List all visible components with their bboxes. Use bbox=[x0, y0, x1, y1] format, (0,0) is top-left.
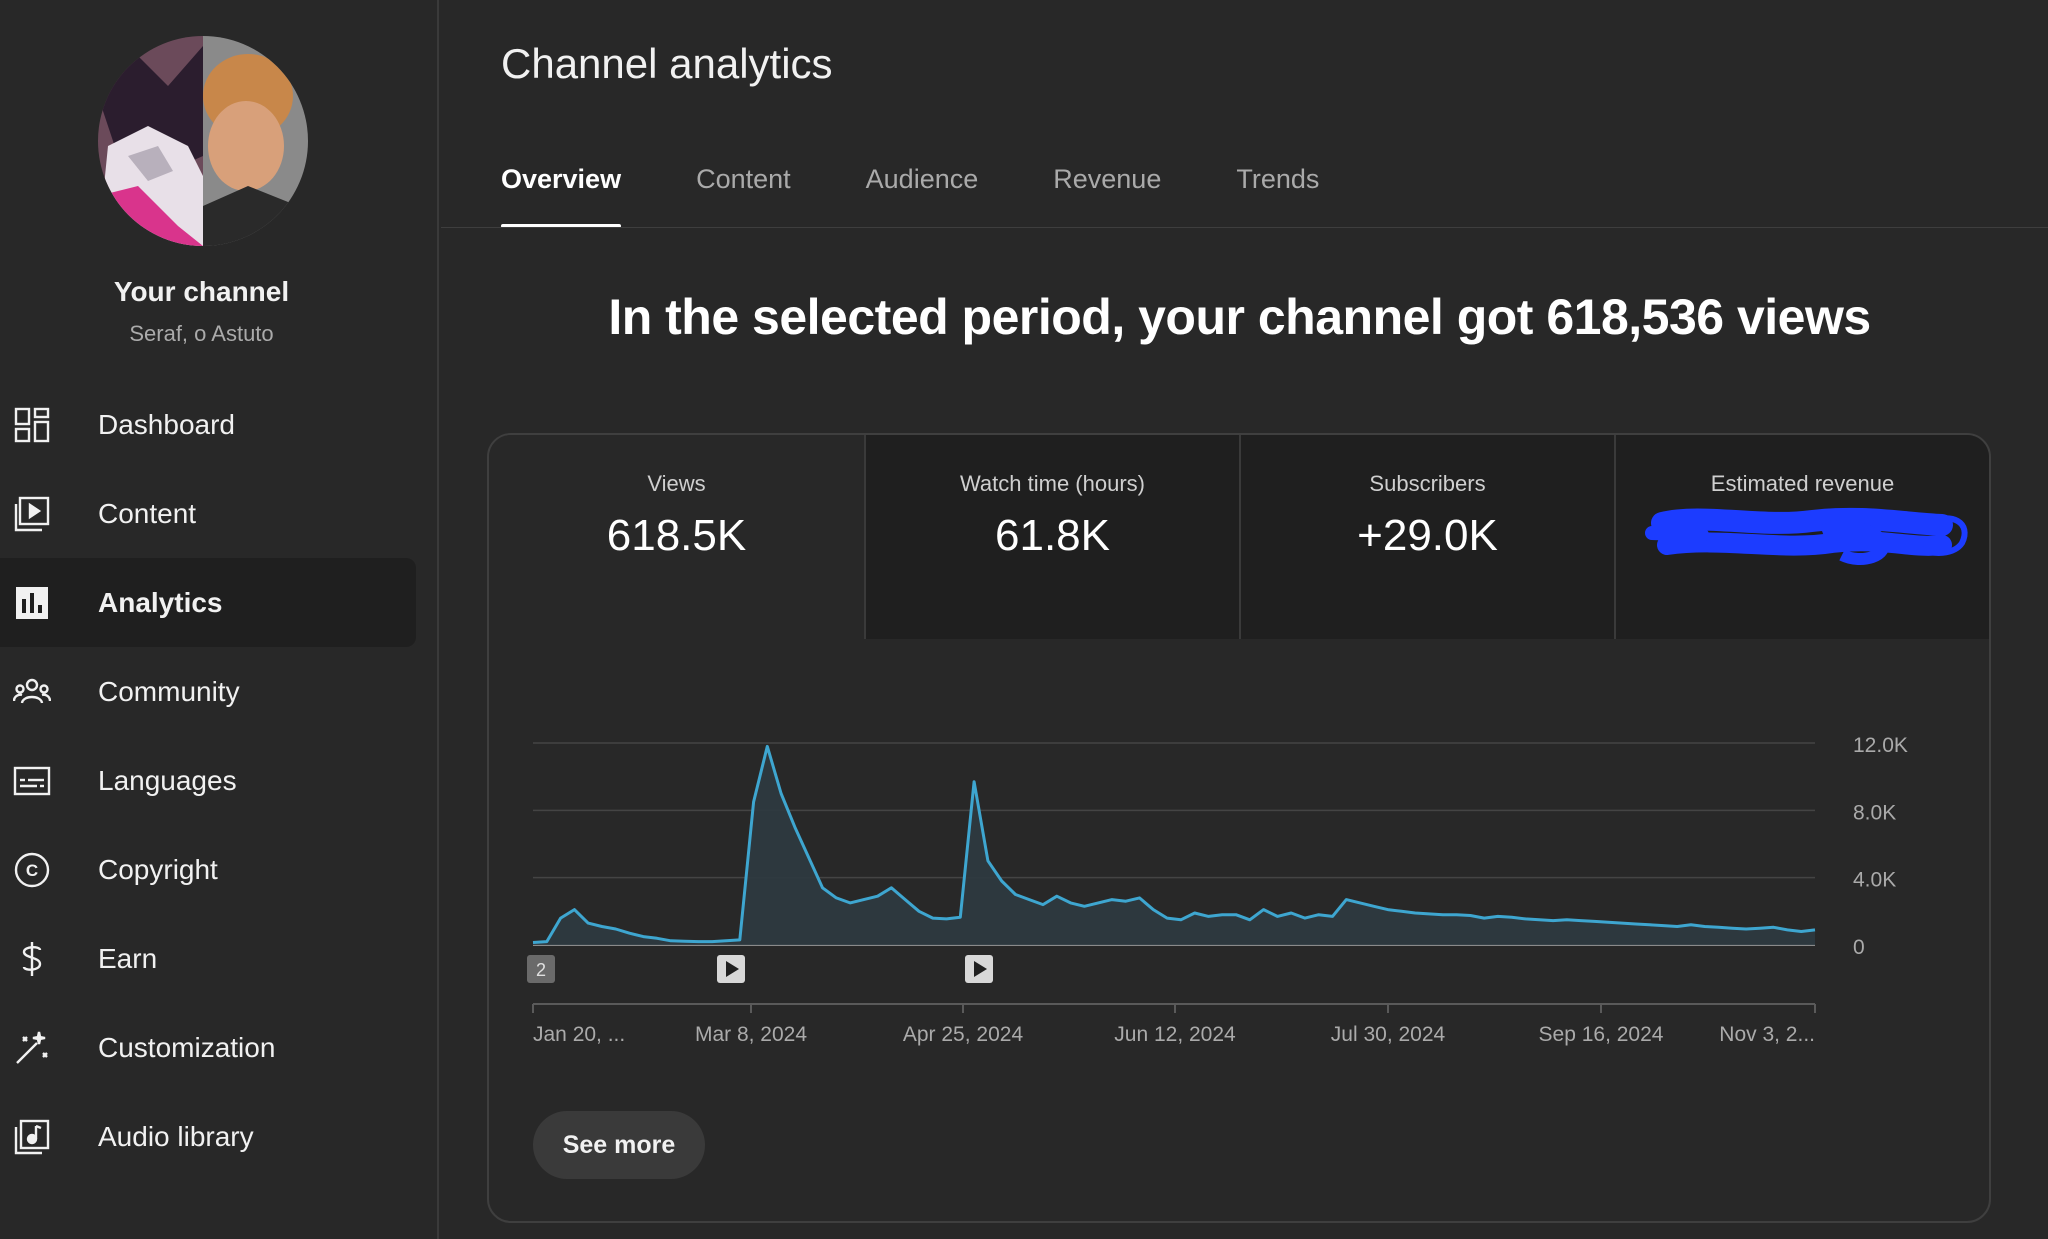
metric-watch-time[interactable]: Watch time (hours) 61.8K bbox=[864, 435, 1239, 639]
metric-subscribers[interactable]: Subscribers +29.0K bbox=[1239, 435, 1614, 639]
tab-revenue[interactable]: Revenue bbox=[1053, 164, 1162, 194]
sidebar-item-label: Analytics bbox=[98, 586, 223, 618]
sidebar-item-earn[interactable]: Earn bbox=[0, 914, 416, 1003]
customization-icon bbox=[12, 1028, 52, 1068]
x-tick-label: Mar 8, 2024 bbox=[695, 1023, 807, 1046]
redaction-scribble bbox=[1645, 507, 1968, 565]
metric-value: 618.5K bbox=[606, 511, 747, 560]
x-tick-label: Jan 20, ... bbox=[533, 1023, 625, 1046]
metric-label: Views bbox=[647, 471, 706, 496]
main-panel: Channel analytics Overview Content Audie… bbox=[441, 0, 2048, 1239]
series-area bbox=[533, 746, 1815, 945]
sidebar-item-label: Earn bbox=[98, 942, 158, 974]
tab-content[interactable]: Content bbox=[696, 164, 791, 194]
sidebar-item-audio-library[interactable]: Audio library bbox=[0, 1092, 416, 1181]
x-tick-label: Apr 25, 2024 bbox=[903, 1023, 1024, 1046]
earn-icon bbox=[12, 939, 52, 979]
sidebar-item-dashboard[interactable]: Dashboard bbox=[0, 380, 416, 469]
dashboard-icon bbox=[12, 405, 52, 445]
views-chart[interactable]: 12.0K 8.0K 4.0K 0 2 Jan 20, ... Mar 8, 2024 Apr… bbox=[489, 639, 1989, 1059]
x-tick-label: Sep 16, 2024 bbox=[1539, 1023, 1664, 1046]
community-icon bbox=[12, 672, 52, 712]
metric-value: +29.0K bbox=[1357, 511, 1498, 560]
see-more-button[interactable]: See more bbox=[533, 1111, 705, 1179]
overview-card: Views 618.5K Watch time (hours) 61.8K Su… bbox=[487, 433, 1991, 1223]
sidebar-item-label: Copyright bbox=[98, 853, 218, 885]
channel-title: Your channel bbox=[113, 276, 290, 307]
x-tick-label: Nov 3, 2... bbox=[1719, 1023, 1815, 1046]
metric-label: Subscribers bbox=[1369, 471, 1486, 496]
tab-overview[interactable]: Overview bbox=[501, 160, 622, 228]
sidebar-item-customization[interactable]: Customization bbox=[0, 1003, 416, 1092]
svg-text:C: C bbox=[26, 861, 38, 880]
x-tick-label: Jul 30, 2024 bbox=[1331, 1023, 1446, 1046]
y-tick-label: 0 bbox=[1853, 936, 1865, 959]
tab-bar: Overview Content Audience Revenue Trends bbox=[501, 160, 1394, 228]
copyright-icon: C bbox=[12, 850, 52, 890]
sidebar-item-label: Languages bbox=[98, 764, 237, 796]
play-icon bbox=[974, 961, 987, 977]
sidebar-item-label: Customization bbox=[98, 1031, 276, 1063]
sidebar-item-community[interactable]: Community bbox=[0, 647, 416, 736]
tab-trends[interactable]: Trends bbox=[1236, 164, 1320, 194]
sidebar-item-content[interactable]: Content bbox=[0, 469, 416, 558]
tabs-divider bbox=[441, 227, 2048, 228]
sidebar-item-analytics[interactable]: Analytics bbox=[0, 558, 416, 647]
metric-views[interactable]: Views 618.5K bbox=[489, 435, 864, 639]
audio-library-icon bbox=[12, 1117, 52, 1157]
y-tick-label: 8.0K bbox=[1853, 801, 1896, 824]
metric-value: 61.8K bbox=[995, 511, 1110, 560]
marker-count bbox=[527, 955, 555, 983]
sidebar-nav: Dashboard Content Analytics bbox=[0, 380, 416, 1181]
play-icon bbox=[726, 961, 739, 977]
channel-name: Seraf, o Astuto bbox=[129, 321, 274, 346]
content-icon bbox=[12, 494, 52, 534]
sidebar: Your channel Seraf, o Astuto Dashboard C… bbox=[0, 0, 439, 1239]
languages-icon bbox=[12, 761, 52, 801]
y-tick-label: 4.0K bbox=[1853, 869, 1896, 892]
series-line bbox=[532, 744, 1816, 944]
x-tick-label: Jun 12, 2024 bbox=[1114, 1023, 1236, 1046]
sidebar-item-label: Audio library bbox=[98, 1120, 254, 1152]
page-title: Channel analytics bbox=[501, 40, 833, 87]
analytics-icon bbox=[12, 583, 52, 623]
sidebar-item-label: Dashboard bbox=[98, 408, 235, 440]
sidebar-item-label: Content bbox=[98, 497, 197, 529]
sidebar-item-copyright[interactable]: C Copyright bbox=[0, 825, 416, 914]
metric-tabs: Views 618.5K Watch time (hours) 61.8K Su… bbox=[489, 435, 1989, 639]
tab-audience[interactable]: Audience bbox=[865, 164, 979, 194]
sidebar-item-languages[interactable]: Languages bbox=[0, 736, 416, 825]
metric-label: Estimated revenue bbox=[1710, 471, 1895, 496]
period-headline: In the selected period, your channel got… bbox=[608, 289, 1871, 345]
metric-label: Watch time (hours) bbox=[959, 471, 1145, 496]
channel-avatar[interactable] bbox=[98, 36, 308, 246]
marker-count-label: 2 bbox=[536, 960, 546, 980]
metric-estimated-revenue[interactable]: Estimated revenue bbox=[1614, 435, 1989, 639]
y-tick-label: 12.0K bbox=[1853, 734, 1908, 757]
sidebar-item-label: Community bbox=[98, 675, 240, 707]
